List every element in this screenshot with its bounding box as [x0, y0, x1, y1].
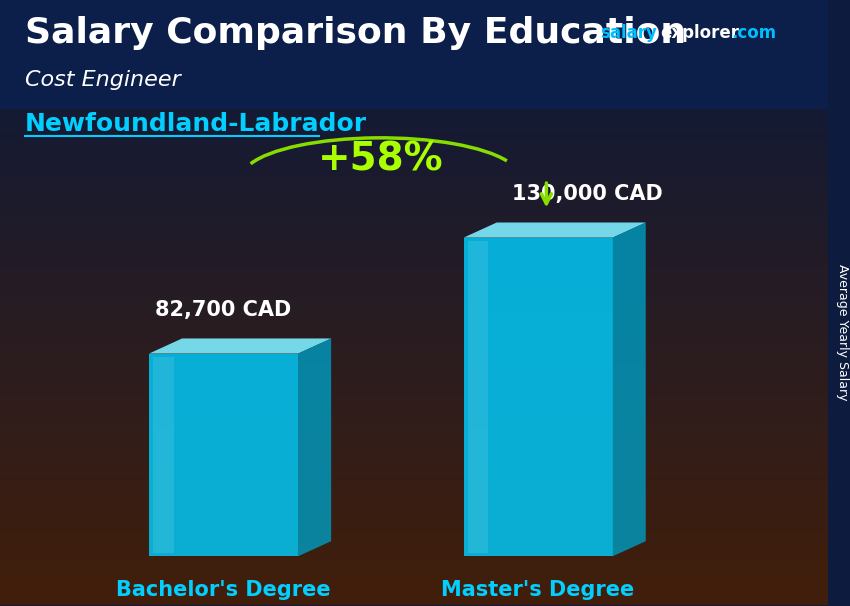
- Text: Salary Comparison By Education: Salary Comparison By Education: [25, 16, 686, 50]
- Text: Average Yearly Salary: Average Yearly Salary: [836, 264, 849, 401]
- Text: Newfoundland-Labrador: Newfoundland-Labrador: [25, 112, 367, 136]
- FancyBboxPatch shape: [0, 0, 828, 109]
- Text: .com: .com: [731, 24, 776, 42]
- Text: Bachelor's Degree: Bachelor's Degree: [116, 581, 331, 601]
- Polygon shape: [153, 356, 174, 553]
- Polygon shape: [298, 338, 332, 556]
- Text: 130,000 CAD: 130,000 CAD: [513, 184, 663, 204]
- Text: Cost Engineer: Cost Engineer: [25, 70, 180, 90]
- Text: salary: salary: [600, 24, 657, 42]
- Polygon shape: [463, 238, 613, 556]
- Polygon shape: [149, 338, 332, 353]
- Text: 82,700 CAD: 82,700 CAD: [156, 301, 292, 321]
- Polygon shape: [613, 222, 646, 556]
- Polygon shape: [468, 241, 489, 553]
- Polygon shape: [149, 353, 298, 556]
- Polygon shape: [463, 222, 646, 238]
- Text: Master's Degree: Master's Degree: [441, 581, 635, 601]
- Text: explorer: explorer: [660, 24, 739, 42]
- Text: +58%: +58%: [318, 140, 444, 178]
